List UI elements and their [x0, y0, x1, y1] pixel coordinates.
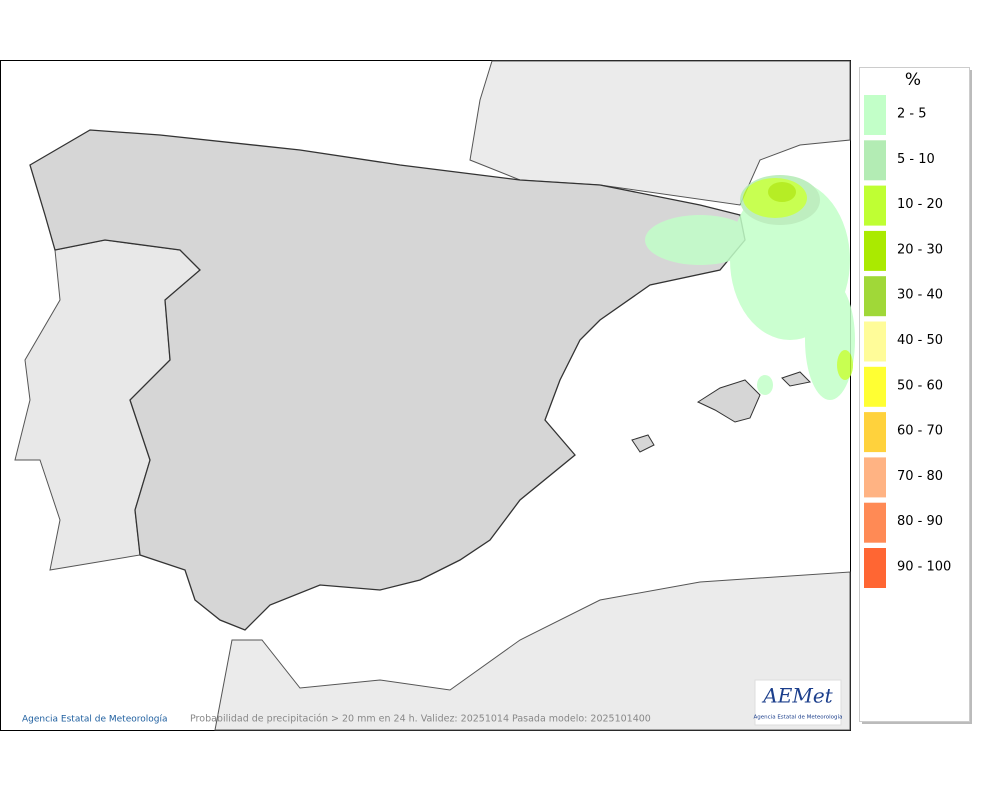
legend-items: 2 - 5 5 - 10 10 - 20 20 - 30 30 - 40 40 - 50 5… — [864, 95, 951, 588]
legend-label: 10 - 20 — [897, 197, 943, 212]
africa — [214, 571, 851, 731]
legend-label: 30 - 40 — [897, 288, 943, 303]
ibiza — [631, 434, 655, 453]
legend-title: % — [905, 70, 921, 90]
france — [469, 60, 851, 206]
legend-swatch — [864, 230, 886, 271]
logo-name: AEMet — [761, 684, 833, 708]
legend-label: 50 - 60 — [897, 378, 943, 393]
legend-label: 70 - 80 — [897, 469, 943, 484]
legend-swatch — [864, 95, 886, 135]
precipitation-area — [645, 175, 855, 400]
logo-box — [754, 679, 842, 726]
legend-swatch — [864, 321, 886, 362]
legend-label: 5 - 10 — [897, 152, 935, 167]
logo-subtitle: Agencia Estatal de Meteorología — [754, 714, 843, 721]
credit: Agencia Estatal de Meteorología — [22, 715, 168, 725]
legend-swatch — [864, 548, 886, 588]
legend-label: 60 - 70 — [897, 424, 943, 439]
legend-label: 80 - 90 — [897, 514, 943, 529]
legend-swatch — [864, 457, 886, 498]
legend-swatch — [864, 366, 886, 407]
spain — [29, 129, 746, 631]
legend-label: 2 - 5 — [897, 107, 927, 122]
legend-swatch — [864, 185, 886, 226]
legend-swatch — [864, 140, 886, 181]
legend-label: 90 - 100 — [897, 560, 951, 575]
legend-swatch — [864, 276, 886, 317]
menorca — [781, 371, 812, 387]
legend-swatch — [864, 502, 886, 543]
mallorca — [696, 379, 761, 423]
legend-label: 20 - 30 — [897, 242, 943, 257]
caption: Probabilidad de precipitación > 20 mm en… — [190, 714, 651, 725]
legend-swatch — [864, 412, 886, 453]
legend-label: 40 - 50 — [897, 333, 943, 348]
